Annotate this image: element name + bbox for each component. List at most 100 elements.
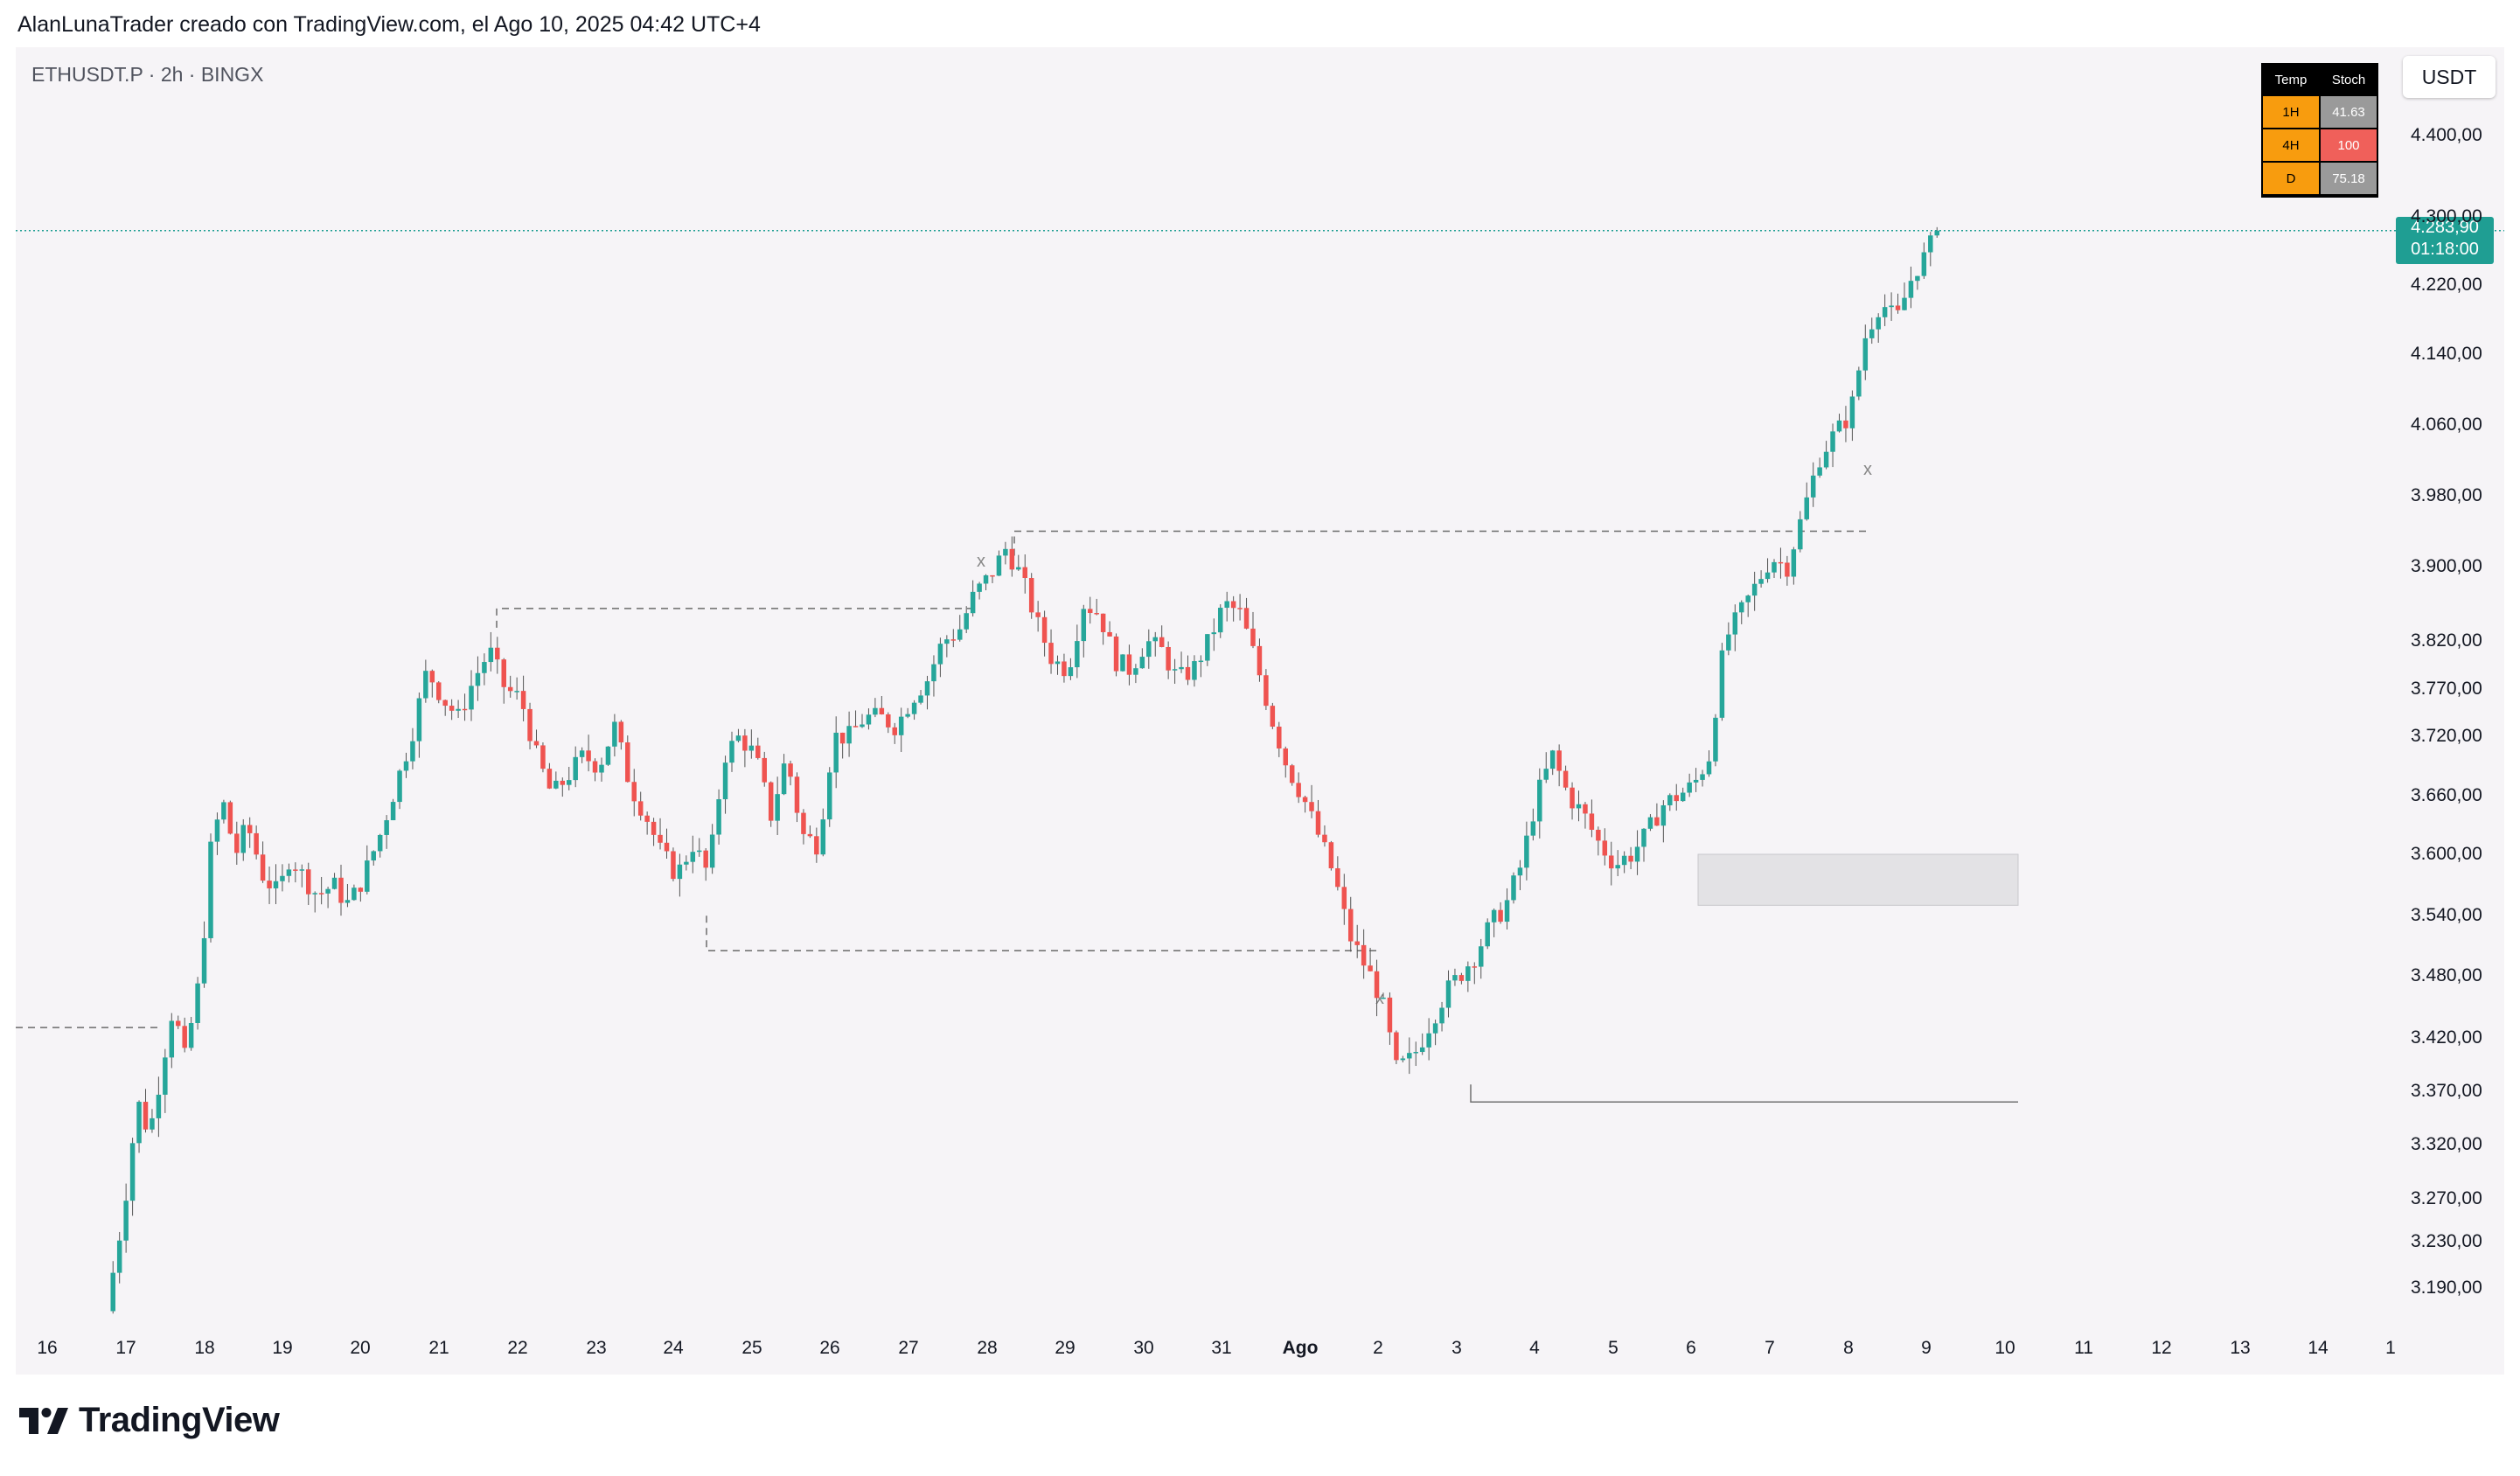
x-axis-tick-label: 9	[1921, 1338, 1932, 1358]
tradingview-logo[interactable]: TradingView	[19, 1401, 280, 1440]
candle-body	[801, 812, 806, 834]
y-axis-tick-label: 4.300,00	[2411, 206, 2482, 226]
candle-body	[403, 761, 409, 771]
stoch-header-temp: Temp	[2263, 65, 2319, 94]
candle-body	[1185, 666, 1191, 680]
candle-body	[1732, 612, 1738, 635]
candle-body	[1081, 609, 1087, 642]
candle-body	[1172, 669, 1178, 671]
candle-body	[110, 1272, 115, 1312]
candle-body	[299, 869, 305, 871]
candle-body	[482, 662, 487, 673]
candle-body	[1257, 645, 1263, 676]
candle-body	[1889, 305, 1894, 308]
x-axis-tick-label: 3	[1451, 1338, 1462, 1358]
candle-body	[1810, 475, 1816, 498]
candle-body	[1472, 966, 1478, 968]
candle-body	[722, 762, 728, 800]
candle-body	[931, 664, 936, 682]
candle-body	[898, 716, 904, 735]
candle-body	[1817, 467, 1822, 476]
candle-body	[905, 714, 910, 717]
candle-body	[684, 861, 689, 865]
candle-body	[1009, 548, 1015, 570]
candle-body	[918, 695, 923, 703]
candle-body	[1113, 636, 1119, 672]
candle-body	[664, 842, 670, 852]
candle-body	[1205, 634, 1210, 661]
candle-body	[625, 742, 630, 783]
x-axis-tick-label: 22	[507, 1338, 528, 1358]
candle-body	[1237, 608, 1243, 609]
candle-body	[1498, 909, 1503, 922]
candle-body	[677, 864, 683, 880]
candle-body	[703, 850, 708, 868]
candle-body	[247, 825, 253, 833]
chart-area[interactable]: x x x	[16, 47, 2504, 1375]
candle-body	[1570, 787, 1575, 809]
candle-body	[123, 1201, 129, 1241]
candle-body	[1660, 804, 1667, 826]
candle-body	[879, 707, 885, 714]
x-marker: x	[977, 552, 985, 571]
candle-body	[163, 1057, 168, 1095]
candle-body	[1432, 1023, 1438, 1034]
candle-body	[423, 671, 428, 699]
candle-body	[540, 745, 546, 769]
x-axis-tick-label: Ago	[1282, 1338, 1319, 1358]
candle-body	[873, 707, 878, 715]
candle-body	[573, 756, 578, 781]
candle-body	[1315, 811, 1321, 835]
y-axis-tick-label: 3.900,00	[2411, 556, 2482, 576]
candle-body	[618, 721, 624, 743]
candle-body	[305, 869, 311, 895]
candle-body	[820, 819, 826, 855]
candle-body	[1381, 997, 1386, 999]
candle-body	[1048, 643, 1054, 665]
candle-body	[435, 682, 442, 700]
candle-body	[1224, 601, 1229, 609]
candle-body	[1596, 829, 1601, 841]
candle-body	[1856, 370, 1862, 397]
candle-body	[188, 1022, 194, 1048]
candle-body	[1289, 765, 1295, 783]
price-chart[interactable]: x x x	[16, 47, 2504, 1375]
candle-body	[1804, 497, 1809, 519]
x-axis-tick-label: 28	[977, 1338, 998, 1358]
candle-body	[1823, 451, 1829, 468]
candle-body	[566, 780, 572, 785]
candle-body	[1400, 1058, 1406, 1061]
candle-body	[1100, 613, 1106, 632]
candle-body	[970, 591, 976, 614]
candle-body	[1133, 668, 1138, 675]
candle-body	[1335, 867, 1340, 888]
x-axis-tick-label: 21	[428, 1338, 449, 1358]
candle-body	[143, 1102, 149, 1130]
candle-body	[267, 881, 272, 888]
candle-body	[1700, 774, 1705, 780]
candle-body	[286, 869, 292, 876]
candle-body	[1549, 750, 1556, 769]
candle-body	[1902, 297, 1907, 310]
candle-body	[1368, 965, 1373, 971]
y-axis-tick-label: 3.230,00	[2411, 1231, 2482, 1251]
candle-body	[794, 776, 800, 813]
candle-body	[1426, 1033, 1431, 1048]
candle-body	[1302, 797, 1308, 803]
candle-body	[410, 741, 415, 762]
candle-body	[1354, 941, 1360, 945]
x-axis-tick-label: 25	[741, 1338, 762, 1358]
currency-button[interactable]: USDT	[2403, 56, 2496, 98]
candle-body	[990, 574, 995, 577]
y-axis-tick-label: 4.140,00	[2411, 344, 2482, 364]
stoch-tf-d: D	[2263, 163, 2319, 194]
candle-body	[1211, 632, 1217, 635]
candle-body	[338, 877, 344, 903]
candle-body	[1530, 821, 1536, 836]
candle-body	[833, 732, 839, 773]
candle-body	[1192, 661, 1197, 680]
candle-body	[605, 746, 611, 765]
stoch-tf-1h: 1H	[2263, 96, 2319, 128]
candle-body	[1217, 608, 1223, 633]
candle-body	[390, 802, 396, 821]
